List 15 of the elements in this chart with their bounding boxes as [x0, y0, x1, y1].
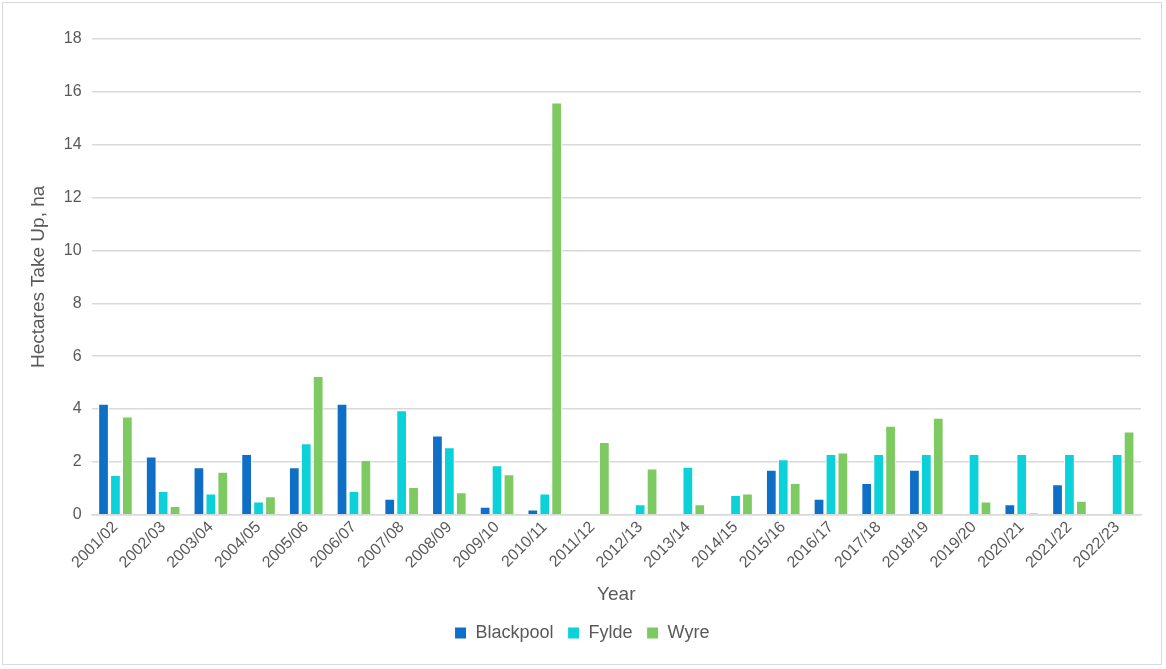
- legend-label: Fylde: [588, 621, 633, 642]
- y-tick-label: 6: [72, 346, 82, 364]
- y-tick-label: 2: [72, 452, 82, 470]
- y-tick-label: 10: [63, 240, 82, 258]
- y-tick-label: 4: [72, 399, 82, 417]
- x-axis-title: Year: [597, 582, 637, 604]
- y-tick-label: 14: [63, 135, 82, 153]
- y-tick-label: 18: [63, 29, 82, 47]
- y-tick-label: 8: [72, 293, 82, 311]
- legend-label: Blackpool: [475, 621, 554, 642]
- y-tick-label: 0: [72, 505, 82, 523]
- y-tick-label: 16: [63, 82, 82, 100]
- legend-label: Wyre: [667, 621, 710, 642]
- y-axis-title: Hectares Take Up, ha: [26, 185, 48, 369]
- y-tick-label: 12: [63, 187, 82, 205]
